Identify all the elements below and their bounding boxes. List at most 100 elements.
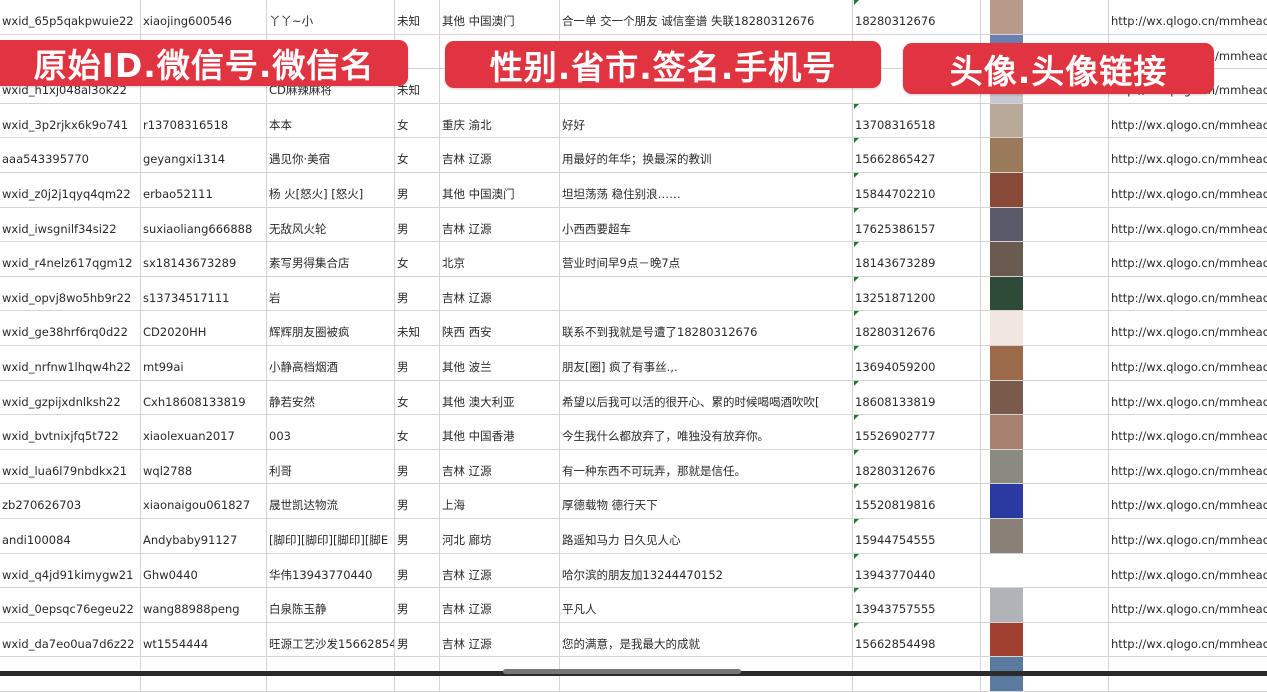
avatar-url-cell[interactable]: http://wx.qlogo.cn/mmhead xyxy=(1109,450,1267,484)
region-cell[interactable]: 河北 廊坊 xyxy=(440,519,560,553)
nickname-cell[interactable]: 素写男得集合店 xyxy=(267,242,395,276)
original-id-cell[interactable]: aaa543395770 xyxy=(0,138,141,172)
wechat-id-cell[interactable]: mt99ai xyxy=(141,346,267,380)
nickname-cell[interactable]: 华伟13943770440 xyxy=(267,553,395,588)
gender-cell[interactable]: 女 xyxy=(395,138,440,172)
signature-cell[interactable]: 有一种东西不可玩弄，那就是信任。 xyxy=(560,449,853,484)
gender-cell[interactable]: 未知 xyxy=(395,0,440,34)
avatar-cell[interactable] xyxy=(981,519,1109,553)
gender-cell[interactable]: 未知 xyxy=(395,311,440,345)
nickname-cell[interactable]: 杨 火[怒火] [怒火] xyxy=(267,173,395,207)
region-cell[interactable]: 其他 中国香港 xyxy=(440,415,560,449)
wechat-id-cell[interactable]: erbao52111 xyxy=(141,173,267,207)
original-id-cell[interactable]: wxid_da7eo0ua7d6z22 xyxy=(0,622,141,657)
original-id-cell[interactable]: wxid_ge38hrf6rq0d22 xyxy=(0,311,141,345)
original-id-cell[interactable]: wxid_iwsgnilf34si22 xyxy=(0,207,141,242)
signature-cell[interactable]: 哈尔滨的朋友加13244470152 xyxy=(560,553,853,588)
signature-cell[interactable]: 合一单 交一个朋友 诚信奎谱 失联18280312676 xyxy=(560,0,853,34)
nickname-cell[interactable]: 白泉陈玉静 xyxy=(267,588,395,622)
avatar-cell[interactable] xyxy=(981,449,1109,484)
avatar-cell[interactable] xyxy=(981,0,1109,34)
gender-cell[interactable]: 女 xyxy=(395,415,440,449)
wechat-id-cell[interactable]: sx18143673289 xyxy=(141,242,267,276)
original-id-cell[interactable]: wxid_gzpijxdnlksh22 xyxy=(0,380,141,415)
region-cell[interactable]: 北京 xyxy=(440,242,560,276)
signature-cell[interactable] xyxy=(560,276,853,311)
nickname-cell[interactable]: 丫丫~小 xyxy=(267,0,395,34)
wechat-id-cell[interactable]: suxiaoliang666888 xyxy=(141,207,267,242)
original-id-cell[interactable]: wxid_lua6l79nbdkx21 xyxy=(0,449,141,484)
signature-cell[interactable]: 小西西要超车 xyxy=(560,207,853,242)
original-id-cell[interactable]: wxid_3p2rjkx6k9o741 xyxy=(0,103,141,138)
gender-cell[interactable]: 男 xyxy=(395,207,440,242)
avatar-url-cell[interactable]: http://wx.qlogo.cn/mmhead xyxy=(1109,346,1267,380)
region-cell[interactable]: 其他 波兰 xyxy=(440,346,560,380)
region-cell[interactable]: 陕西 西安 xyxy=(440,311,560,345)
avatar-url-cell[interactable]: http://wx.qlogo.cn/mmhead xyxy=(1109,381,1267,415)
original-id-cell[interactable]: wxid_opvj8wo5hb9r22 xyxy=(0,276,141,311)
phone-cell[interactable]: 17625386157 xyxy=(853,207,981,242)
avatar-cell[interactable] xyxy=(981,346,1109,380)
original-id-cell[interactable]: wxid_z0j2j1qyq4qm22 xyxy=(0,173,141,207)
avatar-cell[interactable] xyxy=(981,311,1109,345)
phone-cell[interactable]: 15662865427 xyxy=(853,138,981,172)
wechat-id-cell[interactable]: geyangxi1314 xyxy=(141,138,267,172)
signature-cell[interactable]: 希望以后我可以活的很开心、累的时候喝喝酒吹吹[ xyxy=(560,380,853,415)
nickname-cell[interactable]: 静若安然 xyxy=(267,380,395,415)
gender-cell[interactable]: 男 xyxy=(395,449,440,484)
phone-cell[interactable]: 18280312676 xyxy=(853,449,981,484)
original-id-cell[interactable]: andi100084 xyxy=(0,519,141,553)
signature-cell[interactable]: 平凡人 xyxy=(560,588,853,622)
avatar-cell[interactable] xyxy=(981,103,1109,138)
region-cell[interactable]: 吉林 辽源 xyxy=(440,588,560,622)
avatar-url-cell[interactable]: http://wx.qlogo.cn/mmhead xyxy=(1109,104,1267,138)
avatar-cell[interactable] xyxy=(981,553,1109,588)
gender-cell[interactable]: 女 xyxy=(395,380,440,415)
signature-cell[interactable]: 好好 xyxy=(560,103,853,138)
signature-cell[interactable]: 今生我什么都放弃了，唯独没有放弃你。 xyxy=(560,415,853,449)
gender-cell[interactable]: 男 xyxy=(395,622,440,657)
region-cell[interactable]: 其他 澳大利亚 xyxy=(440,380,560,415)
avatar-url-cell[interactable]: http://wx.qlogo.cn/mmhead xyxy=(1109,138,1267,172)
avatar-cell[interactable] xyxy=(981,207,1109,242)
avatar-cell[interactable] xyxy=(981,484,1109,518)
nickname-cell[interactable]: 003 xyxy=(267,415,395,449)
avatar-url-cell[interactable]: http://wx.qlogo.cn/mmhead xyxy=(1109,277,1267,311)
avatar-url-cell[interactable]: http://wx.qlogo.cn/mmhead xyxy=(1109,415,1267,449)
original-id-cell[interactable]: wxid_r4nelz617qgm12 xyxy=(0,242,141,276)
avatar-url-cell[interactable]: http://wx.qlogo.cn/mmhead xyxy=(1109,242,1267,276)
signature-cell[interactable]: 厚德载物 德行天下 xyxy=(560,484,853,518)
region-cell[interactable]: 吉林 辽源 xyxy=(440,553,560,588)
phone-cell[interactable]: 18143673289 xyxy=(853,242,981,276)
phone-cell[interactable]: 15526902777 xyxy=(853,415,981,449)
signature-cell[interactable]: 路遥知马力 日久见人心 xyxy=(560,519,853,553)
gender-cell[interactable]: 男 xyxy=(395,346,440,380)
phone-cell[interactable]: 13251871200 xyxy=(853,276,981,311)
signature-cell[interactable]: 朋友[圈] 疯了有事丝.,. xyxy=(560,346,853,380)
nickname-cell[interactable]: 本本 xyxy=(267,103,395,138)
signature-cell[interactable]: 营业时间早9点－晚7点 xyxy=(560,242,853,276)
phone-cell[interactable]: 13943770440 xyxy=(853,553,981,588)
avatar-cell[interactable] xyxy=(981,622,1109,657)
avatar-cell[interactable] xyxy=(981,276,1109,311)
gender-cell[interactable]: 男 xyxy=(395,519,440,553)
avatar-url-cell[interactable]: http://wx.qlogo.cn/mmhead xyxy=(1109,623,1267,657)
signature-cell[interactable]: 坦坦荡荡 稳住别浪…… xyxy=(560,173,853,207)
avatar-url-cell[interactable]: http://wx.qlogo.cn/mmhead xyxy=(1109,311,1267,345)
nickname-cell[interactable]: 岩 xyxy=(267,276,395,311)
region-cell[interactable]: 其他 中国澳门 xyxy=(440,173,560,207)
original-id-cell[interactable]: wxid_65p5qakpwuie22 xyxy=(0,0,141,34)
avatar-url-cell[interactable]: http://wx.qlogo.cn/mmhead xyxy=(1109,208,1267,242)
phone-cell[interactable]: 15520819816 xyxy=(853,484,981,518)
nickname-cell[interactable]: 辉辉朋友圈被疯 xyxy=(267,311,395,345)
avatar-url-cell[interactable]: http://wx.qlogo.cn/mmhead xyxy=(1109,519,1267,553)
gender-cell[interactable]: 男 xyxy=(395,553,440,588)
avatar-cell[interactable] xyxy=(981,173,1109,207)
wechat-id-cell[interactable]: Andybaby91127 xyxy=(141,519,267,553)
region-cell[interactable]: 吉林 辽源 xyxy=(440,449,560,484)
phone-cell[interactable]: 13943757555 xyxy=(853,588,981,622)
phone-cell[interactable]: 15944754555 xyxy=(853,519,981,553)
region-cell[interactable]: 吉林 辽源 xyxy=(440,622,560,657)
wechat-id-cell[interactable]: Cxh18608133819 xyxy=(141,380,267,415)
gender-cell[interactable]: 男 xyxy=(395,484,440,518)
